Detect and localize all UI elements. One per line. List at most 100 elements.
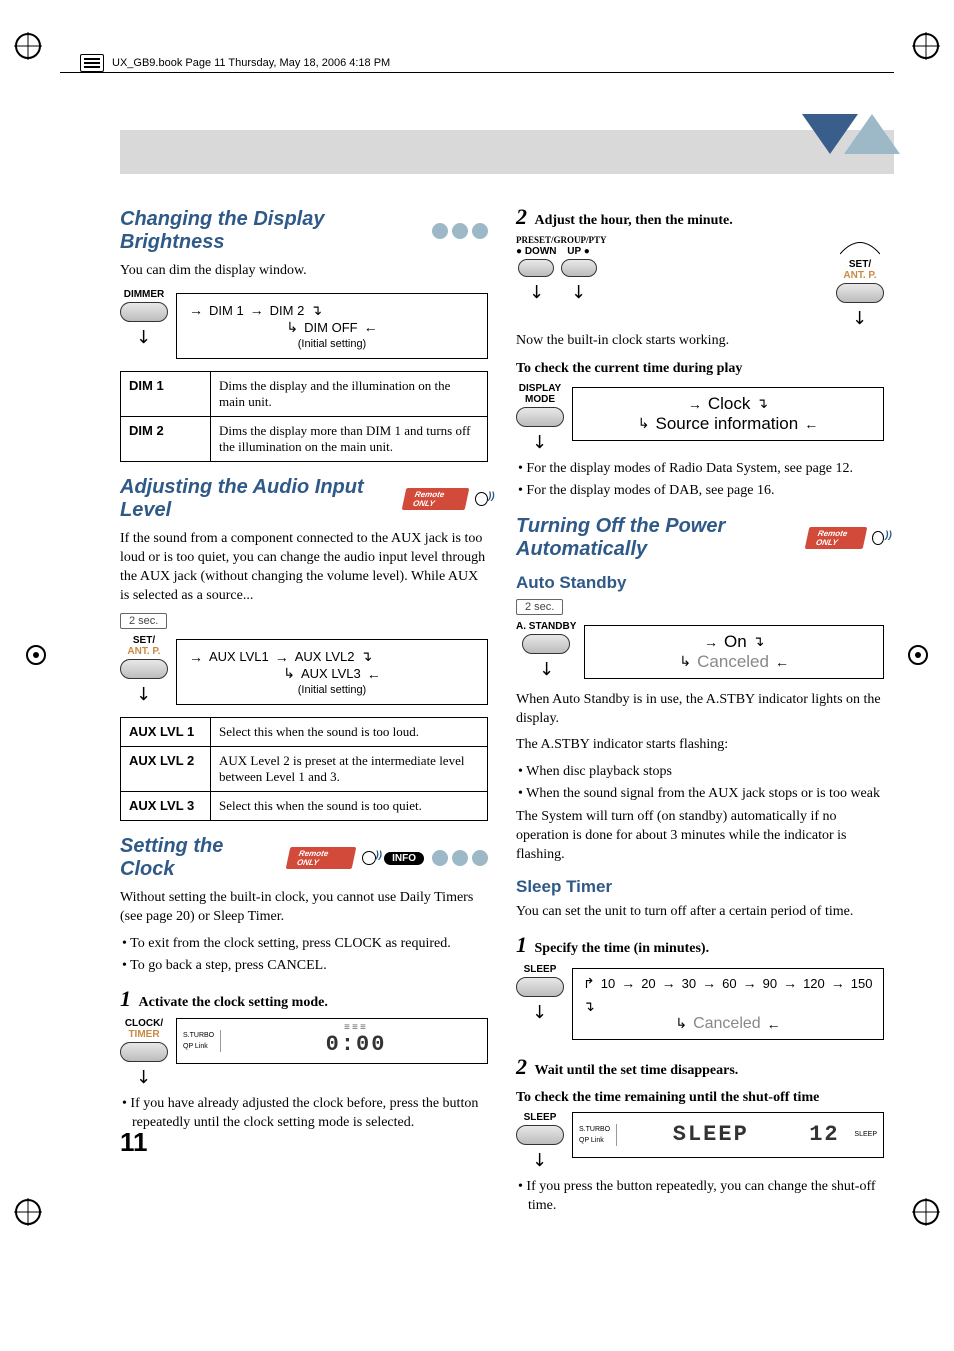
lcd-value: 12: [804, 1122, 844, 1147]
section-title-power: Turning Off the Power Automatically Remo…: [516, 515, 884, 561]
body-text: The System will turn off (on standby) au…: [516, 808, 884, 865]
step-number: 2: [516, 1054, 527, 1079]
step-text: Wait until the set time disappears.: [535, 1063, 739, 1078]
display-mode-button-diagram: DISPLAY MODE ↘: [516, 383, 564, 452]
step-text: Adjust the hour, then the minute.: [535, 213, 733, 228]
table-row: AUX LVL 2AUX Level 2 is preset at the in…: [121, 747, 488, 792]
preset-buttons-diagram: PRESET/GROUP/PTY ● DOWN ↘ UP ● ↘: [516, 236, 884, 328]
bullet-text: To exit from the clock setting, press CL…: [120, 935, 488, 954]
step-2: 2 Wait until the set time disappears.: [516, 1054, 884, 1080]
book-header: UX_GB9.book Page 11 Thursday, May 18, 20…: [80, 54, 390, 72]
set-button-diagram: SET/ANT. P. ↘: [836, 236, 884, 328]
note-text: If you press the button repeatedly, you …: [516, 1178, 884, 1216]
table-header-cell: DIM 1: [121, 371, 211, 416]
dim-flow-box: →DIM 1 →DIM 2↴ ↳ DIM OFF ← (Initial sett…: [176, 293, 488, 359]
lcd-display: S.TURBOQP Link SLEEP 12 SLEEP: [572, 1112, 884, 1158]
flow-item: AUX LVL3: [301, 666, 361, 681]
step-1: 1 Activate the clock setting mode.: [120, 986, 488, 1012]
lcd-indicator: S.TURBO: [579, 1124, 610, 1135]
remote-button-icon: [561, 259, 597, 277]
button-label: SET/: [133, 635, 155, 646]
intro-text: Without setting the built-in clock, you …: [120, 889, 488, 927]
table-cell: AUX Level 2 is preset at the intermediat…: [211, 747, 488, 792]
intro-text: You can set the unit to turn off after a…: [516, 903, 884, 922]
table-header-cell: AUX LVL 1: [121, 718, 211, 747]
step-number: 1: [120, 986, 131, 1011]
remote-button-icon: [516, 407, 564, 427]
table-header-cell: DIM 2: [121, 416, 211, 461]
note-text: If you have already adjusted the clock b…: [120, 1095, 488, 1133]
button-label: SLEEP: [516, 1112, 564, 1123]
step-text: Activate the clock setting mode.: [139, 995, 328, 1010]
feature-dots-icon: [432, 223, 488, 239]
body-text: Now the built-in clock starts working.: [516, 332, 884, 351]
remote-button-icon: [120, 302, 168, 322]
book-header-text: UX_GB9.book Page 11 Thursday, May 18, 20…: [112, 57, 390, 69]
press-arrow-icon: ↘: [566, 279, 592, 305]
press-arrow-icon: ↘: [527, 429, 553, 455]
initial-setting-label: (Initial setting): [189, 338, 475, 350]
display-flow-box: →Clock↴ ↳Source information←: [572, 387, 884, 441]
remote-button-icon: [518, 259, 554, 277]
flow-item: Clock: [708, 394, 751, 414]
page-number: 11: [120, 1127, 148, 1158]
aux-table: AUX LVL 1Select this when the sound is t…: [120, 717, 488, 821]
step-1: 1 Specify the time (in minutes).: [516, 932, 884, 958]
flow-item: DIM 1: [209, 303, 244, 318]
sleep-button-diagram: SLEEP ↘: [516, 964, 564, 1022]
subheading: To check the current time during play: [516, 361, 884, 377]
intro-text: You can dim the display window.: [120, 262, 488, 281]
sleep-flow-box: ↱10→20→30→60→90→120→150↴ ↳Canceled←: [572, 968, 884, 1040]
section-title-clock: Setting the Clock Remote ONLY INFO: [120, 835, 488, 881]
bullet-text: To go back a step, press CANCEL.: [120, 957, 488, 976]
initial-setting-label: (Initial setting): [189, 684, 475, 696]
flow-item: Canceled: [693, 1015, 761, 1033]
audio-icon: [475, 492, 488, 506]
step-number: 2: [516, 204, 527, 229]
flow-item: Canceled: [697, 652, 769, 672]
press-arrow-icon: ↘: [847, 305, 873, 331]
table-cell: Select this when the sound is too loud.: [211, 718, 488, 747]
press-arrow-icon: ↘: [131, 324, 157, 350]
registration-mark-icon: [26, 645, 46, 665]
section-title-text: Changing the Display Brightness: [120, 208, 424, 254]
clock-button-diagram: CLOCK/TIMER ↘: [120, 1018, 168, 1087]
two-sec-badge: 2 sec.: [120, 613, 167, 629]
press-arrow-icon: ↘: [533, 655, 559, 681]
remote-only-badge: Remote ONLY: [402, 488, 470, 510]
button-label: A. STANDBY: [516, 621, 576, 632]
curved-arrow-icon: [840, 236, 880, 256]
remote-button-icon: [120, 1042, 168, 1062]
dim-table: DIM 1Dims the display and the illuminati…: [120, 371, 488, 462]
remote-only-badge: Remote ONLY: [804, 527, 866, 549]
button-label: SLEEP: [516, 964, 564, 975]
lcd-indicator: QP Link: [579, 1135, 610, 1146]
lcd-text: SLEEP: [627, 1122, 794, 1147]
subsection-title-sleep: Sleep Timer: [516, 877, 884, 897]
lcd-indicator: SLEEP: [854, 1130, 877, 1139]
remote-button-icon: [120, 659, 168, 679]
button-label: ANT. P.: [127, 646, 160, 657]
intro-text: If the sound from a component connected …: [120, 530, 488, 606]
audio-icon: [872, 531, 884, 545]
subheading: To check the time remaining until the sh…: [516, 1090, 884, 1106]
sleep-button-diagram: SLEEP ↘: [516, 1112, 564, 1170]
crop-mark-icon: [912, 1198, 940, 1226]
section-title-audio: Adjusting the Audio Input Level Remote O…: [120, 476, 488, 522]
bullet-text: When disc playback stops: [516, 763, 884, 782]
header-bar: [120, 130, 894, 174]
lcd-indicator: QP Link: [183, 1041, 214, 1052]
table-header-cell: AUX LVL 3: [121, 792, 211, 821]
press-arrow-icon: ↘: [523, 279, 549, 305]
button-label: DISPLAY MODE: [516, 383, 564, 405]
header-triangles-icon: [802, 114, 900, 159]
subsection-title-standby: Auto Standby: [516, 573, 884, 593]
step-text: Specify the time (in minutes).: [535, 941, 710, 956]
crop-mark-icon: [14, 32, 42, 60]
dimmer-button-diagram: DIMMER ↘: [120, 289, 168, 347]
audio-icon: [362, 851, 376, 865]
table-header-cell: AUX LVL 2: [121, 747, 211, 792]
remote-button-icon: [516, 977, 564, 997]
crop-mark-icon: [14, 1198, 42, 1226]
table-row: DIM 1Dims the display and the illuminati…: [121, 371, 488, 416]
